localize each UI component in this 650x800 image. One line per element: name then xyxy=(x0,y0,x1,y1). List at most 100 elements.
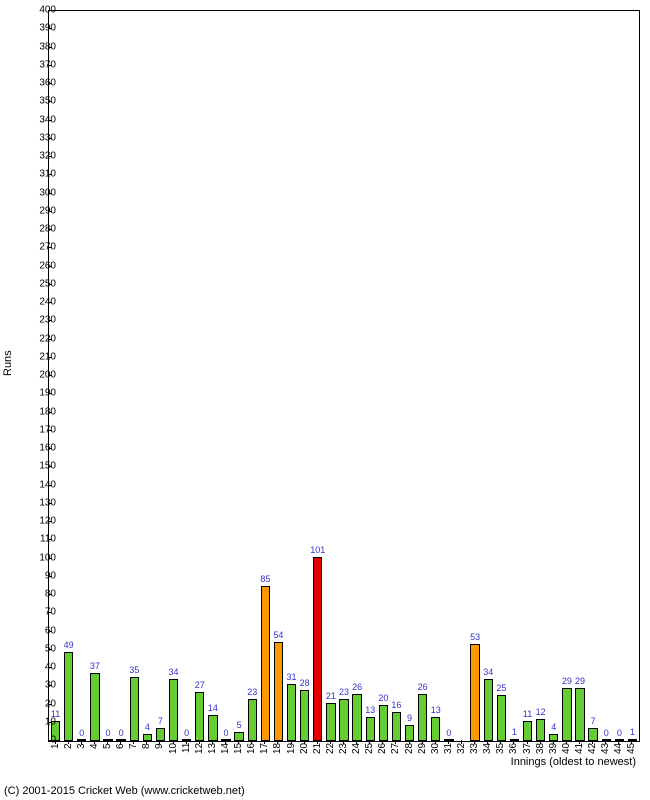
x-tick-mark xyxy=(81,740,82,744)
x-tick-label: 3 xyxy=(76,743,87,763)
bar xyxy=(90,673,99,741)
bar xyxy=(287,684,296,741)
x-tick-label: 20 xyxy=(299,743,310,763)
x-tick-mark xyxy=(448,740,449,744)
x-tick-mark xyxy=(291,740,292,744)
x-tick-label: 40 xyxy=(561,743,572,763)
bar-value-label: 5 xyxy=(237,720,242,730)
y-tick-mark xyxy=(48,10,52,11)
bar xyxy=(261,586,270,741)
bar xyxy=(392,712,401,741)
y-tick-mark xyxy=(48,612,52,613)
bar xyxy=(182,739,191,741)
y-tick-mark xyxy=(48,393,52,394)
x-tick-mark xyxy=(55,740,56,744)
x-tick-label: 11 xyxy=(181,743,192,763)
x-tick-label: 45 xyxy=(626,743,637,763)
bar-value-label: 28 xyxy=(300,678,310,688)
bar-value-label: 0 xyxy=(446,728,451,738)
bar xyxy=(326,703,335,741)
bar-value-label: 31 xyxy=(287,672,297,682)
x-tick-label: 8 xyxy=(141,743,152,763)
x-tick-label: 25 xyxy=(364,743,375,763)
x-tick-label: 10 xyxy=(168,743,179,763)
x-tick-mark xyxy=(68,740,69,744)
x-tick-mark xyxy=(553,740,554,744)
x-tick-mark xyxy=(173,740,174,744)
bar xyxy=(339,699,348,741)
x-tick-mark xyxy=(461,740,462,744)
x-tick-label: 42 xyxy=(587,743,598,763)
x-tick-label: 29 xyxy=(417,743,428,763)
x-tick-label: 14 xyxy=(220,743,231,763)
bar-value-label: 29 xyxy=(575,676,585,686)
y-tick-mark xyxy=(48,320,52,321)
bar xyxy=(405,725,414,741)
bar xyxy=(208,715,217,741)
bar-value-label: 37 xyxy=(90,661,100,671)
bar xyxy=(497,695,506,741)
bar xyxy=(628,739,637,741)
x-tick-mark xyxy=(120,740,121,744)
bar xyxy=(313,557,322,741)
x-tick-mark xyxy=(500,740,501,744)
bar xyxy=(64,652,73,741)
x-tick-label: 34 xyxy=(482,743,493,763)
y-tick-mark xyxy=(48,375,52,376)
y-tick-mark xyxy=(48,704,52,705)
y-tick-mark xyxy=(48,83,52,84)
bar-value-label: 20 xyxy=(378,693,388,703)
bar-value-label: 1 xyxy=(512,727,517,737)
y-tick-mark xyxy=(48,594,52,595)
x-tick-label: 18 xyxy=(272,743,283,763)
x-tick-label: 44 xyxy=(613,743,624,763)
x-tick-label: 31 xyxy=(443,743,454,763)
x-tick-mark xyxy=(199,740,200,744)
y-tick-mark xyxy=(48,247,52,248)
bar xyxy=(431,717,440,741)
bar xyxy=(300,690,309,741)
y-tick-mark xyxy=(48,722,52,723)
bar-value-label: 7 xyxy=(591,716,596,726)
y-tick-mark xyxy=(48,357,52,358)
x-tick-mark xyxy=(579,740,580,744)
y-tick-mark xyxy=(48,430,52,431)
bar-value-label: 49 xyxy=(64,640,74,650)
x-tick-label: 27 xyxy=(390,743,401,763)
x-tick-label: 43 xyxy=(600,743,611,763)
bar xyxy=(156,728,165,741)
x-tick-label: 2 xyxy=(63,743,74,763)
y-tick-mark xyxy=(48,266,52,267)
y-tick-mark xyxy=(48,631,52,632)
bar-value-label: 0 xyxy=(184,728,189,738)
x-tick-mark xyxy=(186,740,187,744)
y-tick-mark xyxy=(48,448,52,449)
x-tick-mark xyxy=(356,740,357,744)
x-tick-label: 30 xyxy=(430,743,441,763)
bar-value-label: 13 xyxy=(431,705,441,715)
x-tick-mark xyxy=(409,740,410,744)
x-tick-label: 26 xyxy=(377,743,388,763)
bar-value-label: 1 xyxy=(630,727,635,737)
x-tick-label: 16 xyxy=(246,743,257,763)
y-tick-mark xyxy=(48,485,52,486)
x-tick-mark xyxy=(304,740,305,744)
bar xyxy=(379,705,388,742)
bar-value-label: 29 xyxy=(562,676,572,686)
bar xyxy=(444,739,453,741)
x-tick-mark xyxy=(435,740,436,744)
bar-value-label: 26 xyxy=(352,682,362,692)
y-tick-mark xyxy=(48,120,52,121)
y-tick-mark xyxy=(48,740,52,741)
bar xyxy=(536,719,545,741)
x-tick-mark xyxy=(146,740,147,744)
y-tick-mark xyxy=(48,174,52,175)
plot-area: 1149037003547340271405238554312810121232… xyxy=(48,10,640,742)
x-tick-label: 28 xyxy=(404,743,415,763)
x-tick-mark xyxy=(225,740,226,744)
bar xyxy=(195,692,204,741)
x-tick-label: 19 xyxy=(286,743,297,763)
x-tick-mark xyxy=(540,740,541,744)
x-tick-label: 38 xyxy=(535,743,546,763)
bar xyxy=(523,721,532,741)
